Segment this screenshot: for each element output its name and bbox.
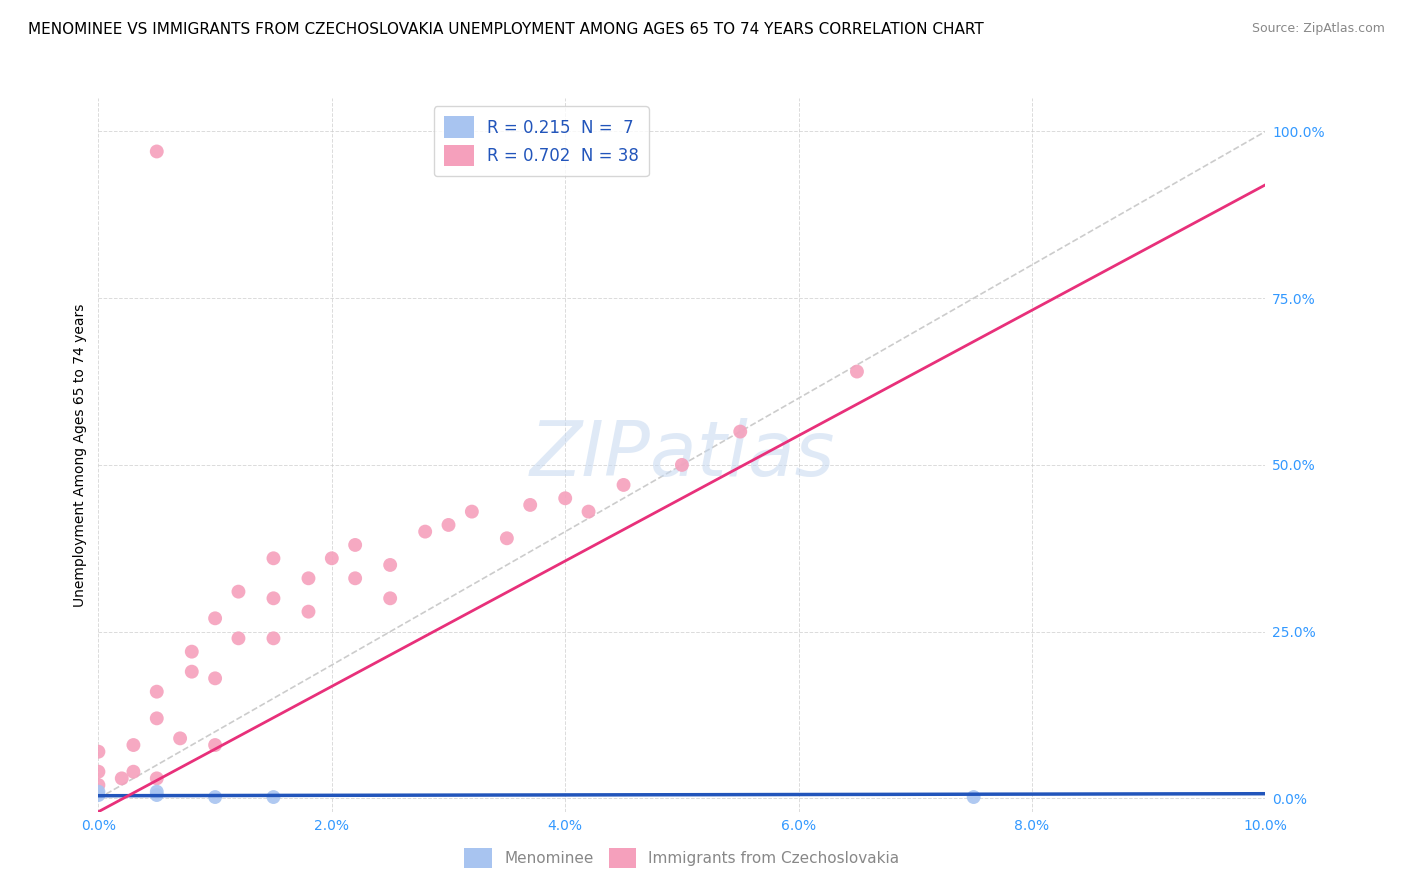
Point [671, 458, 693, 472]
Point [262, 591, 284, 606]
Point [519, 498, 541, 512]
Point [845, 365, 868, 379]
Point [204, 611, 226, 625]
Point [180, 665, 202, 679]
Point [612, 478, 634, 492]
Point [122, 738, 145, 752]
Point [578, 505, 600, 519]
Point [297, 571, 319, 585]
Point [344, 571, 367, 585]
Point [378, 558, 402, 572]
Point [204, 671, 226, 685]
Point [204, 738, 226, 752]
Point [146, 684, 169, 698]
Point [554, 491, 576, 506]
Point [262, 632, 284, 646]
Point [146, 772, 169, 786]
Point [146, 785, 169, 799]
Point [87, 778, 110, 792]
Text: ZIPatlas: ZIPatlas [529, 418, 835, 491]
Point [413, 524, 436, 539]
Point [297, 605, 319, 619]
Point [169, 731, 191, 746]
Point [378, 591, 402, 606]
Point [87, 785, 110, 799]
Point [204, 790, 226, 805]
Point [728, 425, 751, 439]
Point [228, 632, 250, 646]
Point [122, 764, 145, 779]
Point [87, 745, 110, 759]
Point [437, 518, 460, 533]
Legend: Menominee, Immigrants from Czechoslovakia: Menominee, Immigrants from Czechoslovaki… [457, 840, 907, 875]
Point [87, 788, 110, 802]
Point [262, 790, 284, 805]
Point [146, 711, 169, 725]
Point [146, 788, 169, 802]
Point [262, 551, 284, 566]
Point [228, 584, 250, 599]
Y-axis label: Unemployment Among Ages 65 to 74 years: Unemployment Among Ages 65 to 74 years [73, 303, 87, 607]
Point [344, 538, 367, 552]
Point [180, 645, 202, 659]
Point [461, 505, 484, 519]
Point [87, 764, 110, 779]
Point [146, 145, 169, 159]
Text: MENOMINEE VS IMMIGRANTS FROM CZECHOSLOVAKIA UNEMPLOYMENT AMONG AGES 65 TO 74 YEA: MENOMINEE VS IMMIGRANTS FROM CZECHOSLOVA… [28, 22, 984, 37]
Point [321, 551, 343, 566]
Point [111, 772, 134, 786]
Point [962, 790, 984, 805]
Point [495, 531, 517, 545]
Text: Source: ZipAtlas.com: Source: ZipAtlas.com [1251, 22, 1385, 36]
